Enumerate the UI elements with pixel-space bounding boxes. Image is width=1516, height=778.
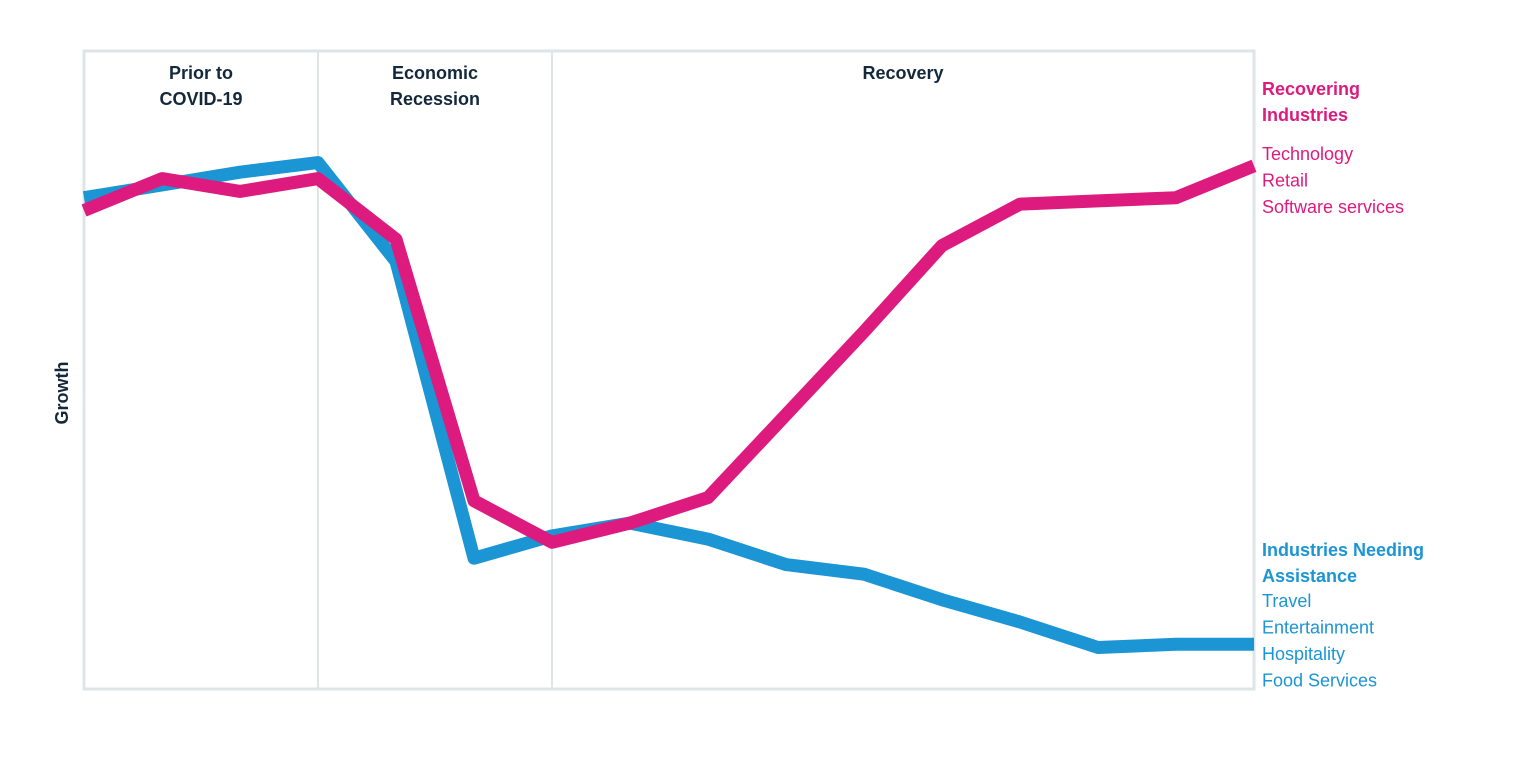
legend-item: Food Services bbox=[1262, 671, 1377, 691]
phase-labels: Prior to COVID-19 Economic Recession Recover… bbox=[159, 63, 943, 109]
y-axis-label: Growth bbox=[52, 362, 72, 425]
legend-title: Industries Needing bbox=[1262, 540, 1424, 560]
legend-item: Retail bbox=[1262, 171, 1308, 191]
series-line bbox=[81, 159, 1257, 549]
phase-label: Economic bbox=[392, 63, 478, 83]
series-lines bbox=[81, 156, 1257, 654]
legend-item: Software services bbox=[1262, 197, 1404, 217]
phase-label: Recovery bbox=[862, 63, 943, 83]
legend-title: Industries bbox=[1262, 105, 1348, 125]
legend-title: Assistance bbox=[1262, 566, 1357, 586]
phase-label: Recession bbox=[390, 89, 480, 109]
legend-item: Technology bbox=[1262, 144, 1353, 164]
phase-label: COVID-19 bbox=[159, 89, 242, 109]
legend-title: Recovering bbox=[1262, 79, 1360, 99]
plot-frame bbox=[82, 49, 1256, 691]
series-line bbox=[82, 156, 1254, 654]
legend-item: Entertainment bbox=[1262, 618, 1374, 638]
phase-label: Prior to bbox=[169, 63, 233, 83]
legend-item: Travel bbox=[1262, 591, 1311, 611]
legend-item: Hospitality bbox=[1262, 644, 1345, 664]
legend: Recovering Industries Technology Retail Soft… bbox=[1262, 79, 1424, 691]
